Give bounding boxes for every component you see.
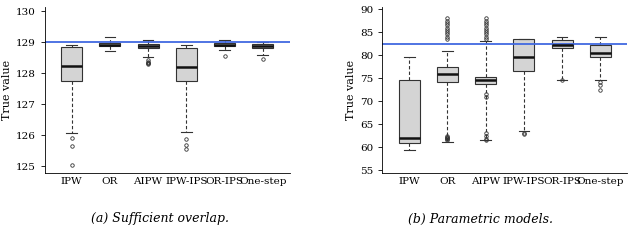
- PathPatch shape: [476, 77, 496, 84]
- Y-axis label: True value: True value: [346, 60, 356, 120]
- PathPatch shape: [99, 43, 120, 47]
- PathPatch shape: [513, 39, 534, 71]
- PathPatch shape: [61, 47, 82, 81]
- PathPatch shape: [214, 43, 235, 47]
- PathPatch shape: [590, 45, 611, 57]
- PathPatch shape: [252, 44, 273, 48]
- Text: (a) Sufficient overlap.: (a) Sufficient overlap.: [91, 212, 229, 225]
- Text: (b) Parametric models.: (b) Parametric models.: [408, 212, 552, 225]
- PathPatch shape: [552, 40, 573, 48]
- PathPatch shape: [437, 67, 458, 82]
- PathPatch shape: [399, 80, 420, 143]
- PathPatch shape: [138, 44, 159, 48]
- Y-axis label: True value: True value: [2, 60, 12, 120]
- PathPatch shape: [176, 48, 196, 81]
